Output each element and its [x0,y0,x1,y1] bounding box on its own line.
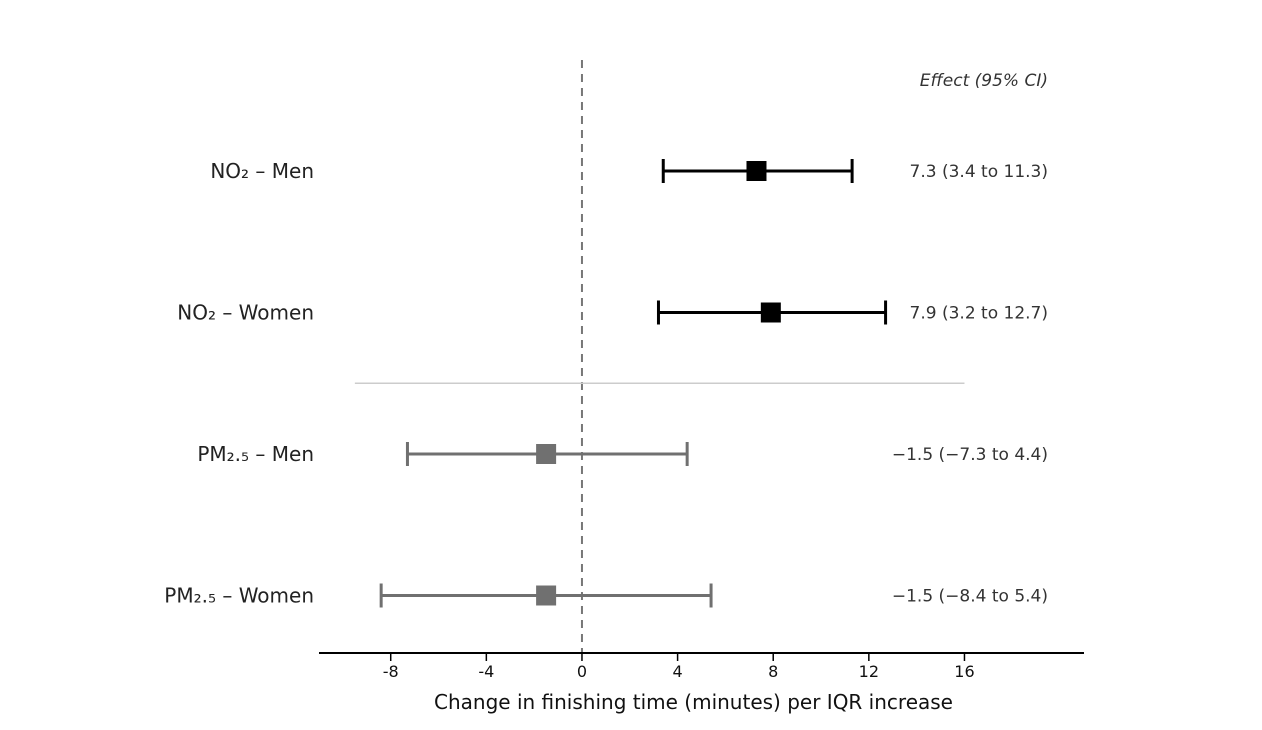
x-tick-label: -4 [478,662,494,681]
x-tick-label: 8 [768,662,778,681]
point-estimate-marker [536,585,557,606]
row-label: PM₂.₅ – Men [197,442,314,466]
x-axis-label: Change in finishing time (minutes) per I… [434,690,953,714]
x-tick-label: -8 [383,662,399,681]
forest-row: PM₂.₅ – Women −1.5 (−8.4 to 5.4) [164,583,1048,608]
effect-value: −1.5 (−8.4 to 5.4) [892,587,1048,607]
row-label: NO₂ – Women [177,301,314,325]
forest-row: PM₂.₅ – Men −1.5 (−7.3 to 4.4) [197,442,1048,466]
x-tick-label: 4 [673,662,683,681]
point-estimate-marker [760,302,781,323]
point-estimate-marker [536,444,557,464]
row-label: PM₂.₅ – Women [164,584,314,608]
forest-row: NO₂ – Women 7.9 (3.2 to 12.7) [177,300,1048,325]
effect-column-header: Effect (95% CI) [920,71,1048,91]
effect-value: 7.9 (3.2 to 12.7) [910,304,1048,324]
x-tick-label: 16 [954,662,974,681]
forest-rows: NO₂ – Men 7.3 (3.4 to 11.3) NO₂ – Women 7.9… [164,159,1048,608]
x-tick-label: 12 [859,662,879,681]
point-estimate-marker [746,161,767,181]
x-axis-ticks: -8 -4 0 4 8 12 16 [383,653,975,681]
forest-row: NO₂ – Men 7.3 (3.4 to 11.3) [210,159,1048,183]
effect-value: 7.3 (3.4 to 11.3) [910,162,1048,182]
effect-value: −1.5 (−7.3 to 4.4) [892,445,1048,465]
row-label: NO₂ – Men [210,159,314,183]
x-tick-label: 0 [577,662,587,681]
